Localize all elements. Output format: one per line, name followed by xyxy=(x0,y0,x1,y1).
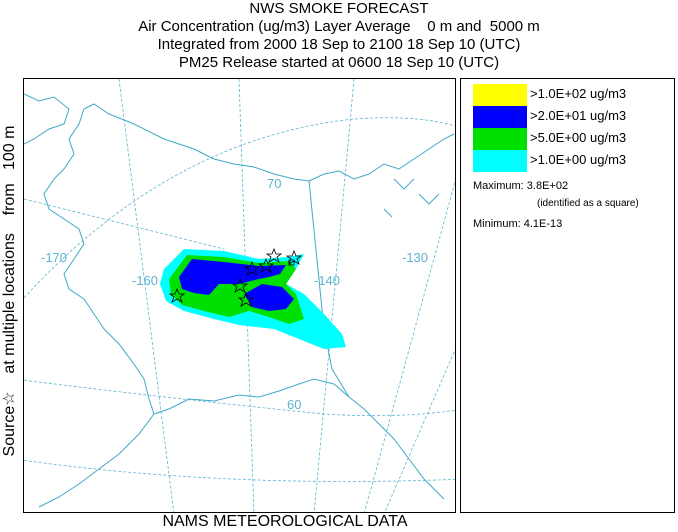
forecast-title: NWS SMOKE FORECAST xyxy=(249,0,429,17)
legend-label-level-3: >5.0E+00 ug/m3 xyxy=(530,130,627,145)
source-star-1 xyxy=(265,247,283,263)
graticule xyxy=(24,79,455,512)
alaska-canada-border xyxy=(308,180,350,398)
alaska-map: -170 -160 -140 -130 70 60 xyxy=(24,79,455,512)
integration-period: Integrated from 2000 18 Sep to 2100 18 S… xyxy=(157,36,521,53)
canadian-arctic-coast xyxy=(308,133,455,182)
legend-label-level-4: >1.0E+00 ug/m3 xyxy=(530,152,627,167)
minimum-stat: Minimum: 4.1E-13 xyxy=(473,218,562,230)
source-star-6 xyxy=(237,291,255,307)
legend-panel: >1.0E+02 ug/m3 >2.0E+01 ug/m3 >5.0E+00 u… xyxy=(460,78,675,513)
latitude-label-60: 60 xyxy=(287,397,301,412)
source-star-4 xyxy=(257,257,275,273)
release-info: PM25 Release started at 0600 18 Sep 10 (… xyxy=(178,54,500,71)
legend-swatch-level-4 xyxy=(473,150,527,172)
legend-label-level-2: >2.0E+01 ug/m3 xyxy=(530,108,627,123)
legend-swatch-level-2 xyxy=(473,106,527,128)
minimum-value: 4.1E-13 xyxy=(523,218,563,230)
latitude-60-line xyxy=(24,379,455,417)
source-star-3 xyxy=(243,260,261,276)
concentration-subtitle: Air Concentration (ug/m3) Layer Average … xyxy=(138,18,540,35)
russia-coast xyxy=(24,93,70,145)
aleutian-chain xyxy=(38,413,155,508)
map-labels: -170 -160 -140 -130 70 60 xyxy=(41,176,428,412)
minimum-label: Minimum: xyxy=(473,218,521,230)
coastline xyxy=(24,93,455,508)
maximum-stat: Maximum: 3.8E+02 xyxy=(473,180,568,192)
longitude-label-140: -140 xyxy=(314,273,340,288)
meteorological-data-label: NAMS METEOROLOGICAL DATA xyxy=(162,513,408,530)
smoke-plume xyxy=(160,249,346,349)
plume-level-3-south xyxy=(244,284,294,311)
longitude-120-line xyxy=(384,348,455,512)
source-star-7 xyxy=(231,277,249,293)
longitude-label-130: -130 xyxy=(402,250,428,265)
plume-level-3 xyxy=(179,259,286,295)
source-location-label: Source☆ at multiple locations from 100 m xyxy=(1,125,18,457)
longitude-170-line xyxy=(24,198,225,250)
latitude-label-70: 70 xyxy=(267,176,281,191)
source-markers xyxy=(168,247,303,307)
legend-label-level-1: >1.0E+02 ug/m3 xyxy=(530,86,627,101)
maximum-square xyxy=(288,259,295,266)
longitude-130-line xyxy=(364,180,455,512)
latitude-70-line xyxy=(24,117,455,299)
maximum-note: (identified as a square) xyxy=(537,198,639,209)
yukon-delta-coast xyxy=(103,328,155,415)
longitude-160-line xyxy=(118,79,175,512)
map-panel: -170 -160 -140 -130 70 60 xyxy=(23,78,456,513)
legend-swatch-level-3 xyxy=(473,128,527,150)
longitude-label-160: -160 xyxy=(132,273,158,288)
longitude-label-170: -170 xyxy=(41,250,67,265)
north-slope-coast xyxy=(83,103,310,182)
latitude-55-line xyxy=(24,459,455,482)
maximum-label: Maximum: xyxy=(473,180,524,192)
gulf-of-alaska-coast xyxy=(153,378,445,500)
islands xyxy=(383,178,440,218)
legend-swatch-level-1 xyxy=(473,84,527,106)
longitude-140-line xyxy=(313,79,355,512)
maximum-value: 3.8E+02 xyxy=(526,180,569,192)
west-coast xyxy=(43,108,105,330)
source-star-5 xyxy=(168,287,186,303)
title-block: NWS SMOKE FORECAST Air Concentration (ug… xyxy=(0,0,678,72)
